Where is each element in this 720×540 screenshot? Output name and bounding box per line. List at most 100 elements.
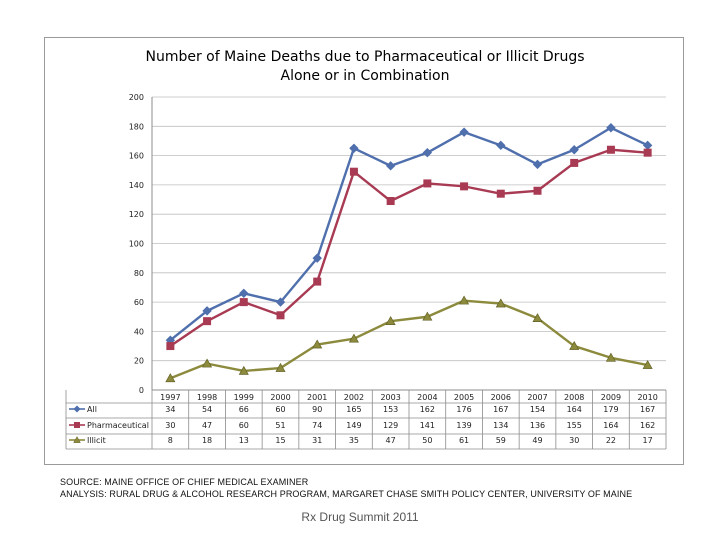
chart-footer: SOURCE: MAINE OFFICE OF CHIEF MEDICAL EX… xyxy=(60,476,632,500)
y-tick-label: 0 xyxy=(139,386,144,395)
table-value-pharmaceutical: 129 xyxy=(383,421,398,430)
data-point-all xyxy=(275,297,286,307)
table-value-illicit: 15 xyxy=(275,436,285,445)
data-point-illicit xyxy=(532,313,543,323)
data-point-illicit xyxy=(202,358,213,368)
table-value-illicit: 47 xyxy=(386,436,396,445)
y-tick-label: 60 xyxy=(134,298,144,307)
table-value-pharmaceutical: 155 xyxy=(567,421,582,430)
x-tick-label: 2005 xyxy=(454,393,474,402)
data-point-all xyxy=(202,306,212,316)
chart-title: Number of Maine Deaths due to Pharmaceut… xyxy=(40,48,690,86)
chart-frame xyxy=(44,37,684,465)
x-tick-label: 2002 xyxy=(344,393,364,402)
table-value-all: 60 xyxy=(275,405,285,414)
y-tick-label: 160 xyxy=(129,152,144,161)
x-tick-label: 2003 xyxy=(380,393,400,402)
data-point-all xyxy=(312,253,322,263)
table-value-pharmaceutical: 30 xyxy=(165,421,175,430)
table-value-illicit: 31 xyxy=(312,436,322,445)
x-tick-label: 1998 xyxy=(197,393,217,402)
data-point-all xyxy=(642,140,653,151)
chart-title-line-1: Number of Maine Deaths due to Pharmaceut… xyxy=(145,49,585,65)
data-point-illicit xyxy=(495,298,506,308)
data-point-pharmaceutical xyxy=(203,317,212,326)
table-value-all: 153 xyxy=(383,405,398,414)
data-point-illicit xyxy=(238,365,249,375)
data-point-pharmaceutical xyxy=(313,277,322,286)
data-point-pharmaceutical xyxy=(239,298,248,307)
series-line-pharmaceutical xyxy=(169,148,648,348)
data-point-pharmaceutical xyxy=(533,186,542,195)
table-value-pharmaceutical: 141 xyxy=(420,421,435,430)
legend-marker-all xyxy=(73,405,81,413)
table-value-pharmaceutical: 164 xyxy=(603,421,618,430)
data-point-illicit xyxy=(165,373,176,383)
data-point-all xyxy=(385,161,396,171)
table-value-illicit: 49 xyxy=(532,436,542,445)
x-tick-label: 2001 xyxy=(307,393,327,402)
data-point-illicit xyxy=(422,311,433,321)
y-tick-label: 140 xyxy=(129,181,144,190)
legend-label-illicit: Illicit xyxy=(87,436,106,445)
x-tick-label: 2010 xyxy=(637,393,657,402)
table-value-all: 167 xyxy=(493,405,508,414)
table-value-illicit: 61 xyxy=(459,436,469,445)
y-tick-label: 100 xyxy=(129,240,144,249)
table-value-pharmaceutical: 149 xyxy=(346,421,361,430)
data-point-illicit xyxy=(348,333,359,343)
data-point-all xyxy=(569,145,579,155)
x-tick-label: 1997 xyxy=(160,393,180,402)
y-tick-label: 120 xyxy=(129,210,144,219)
table-value-pharmaceutical: 74 xyxy=(312,421,322,430)
data-point-pharmaceutical xyxy=(276,311,285,320)
analysis-note: ANALYSIS: RURAL DRUG & ALCOHOL RESEARCH … xyxy=(60,489,633,499)
legend-marker-illicit xyxy=(73,436,81,443)
table-value-illicit: 8 xyxy=(168,436,173,445)
table-value-all: 154 xyxy=(530,405,545,414)
data-point-illicit xyxy=(385,316,396,325)
x-tick-label: 2006 xyxy=(491,393,511,402)
data-point-pharmaceutical xyxy=(606,145,615,154)
data-point-pharmaceutical xyxy=(496,189,505,198)
data-point-all xyxy=(422,147,433,158)
data-point-all xyxy=(606,123,616,133)
table-value-illicit: 22 xyxy=(606,436,616,445)
legend-label-all: All xyxy=(87,405,97,414)
data-point-illicit xyxy=(275,362,286,372)
data-point-pharmaceutical xyxy=(386,197,395,206)
table-value-illicit: 13 xyxy=(239,436,249,445)
data-point-pharmaceutical xyxy=(460,182,469,191)
series-line-all xyxy=(169,126,649,342)
table-value-all: 66 xyxy=(239,405,249,414)
x-tick-label: 2004 xyxy=(417,393,437,402)
table-value-all: 176 xyxy=(456,405,471,414)
event-label: Rx Drug Summit 2011 xyxy=(301,510,419,524)
y-tick-label: 40 xyxy=(134,327,144,336)
table-value-illicit: 17 xyxy=(643,436,653,445)
table-value-illicit: 50 xyxy=(422,436,432,445)
data-point-pharmaceutical xyxy=(423,179,432,188)
table-value-pharmaceutical: 60 xyxy=(239,421,249,430)
table-value-pharmaceutical: 139 xyxy=(456,421,471,430)
x-tick-label: 2008 xyxy=(564,393,584,402)
x-tick-label: 1999 xyxy=(234,393,254,402)
table-value-illicit: 59 xyxy=(496,436,506,445)
data-point-illicit xyxy=(605,352,616,362)
data-point-all xyxy=(459,127,469,137)
y-tick-label: 80 xyxy=(134,269,144,278)
legend-label-pharmaceutical: Pharmaceutical xyxy=(87,421,149,430)
table-value-illicit: 18 xyxy=(202,436,212,445)
data-point-all xyxy=(239,288,249,299)
table-value-all: 162 xyxy=(420,405,435,414)
data-point-illicit xyxy=(642,359,653,369)
table-value-all: 34 xyxy=(165,405,175,414)
series-line-illicit xyxy=(169,299,648,380)
data-point-illicit xyxy=(312,339,323,349)
x-tick-label: 2009 xyxy=(601,393,621,402)
table-value-all: 90 xyxy=(312,405,322,414)
data-point-illicit xyxy=(569,340,580,350)
data-point-all xyxy=(532,159,543,170)
table-value-pharmaceutical: 134 xyxy=(493,421,508,430)
